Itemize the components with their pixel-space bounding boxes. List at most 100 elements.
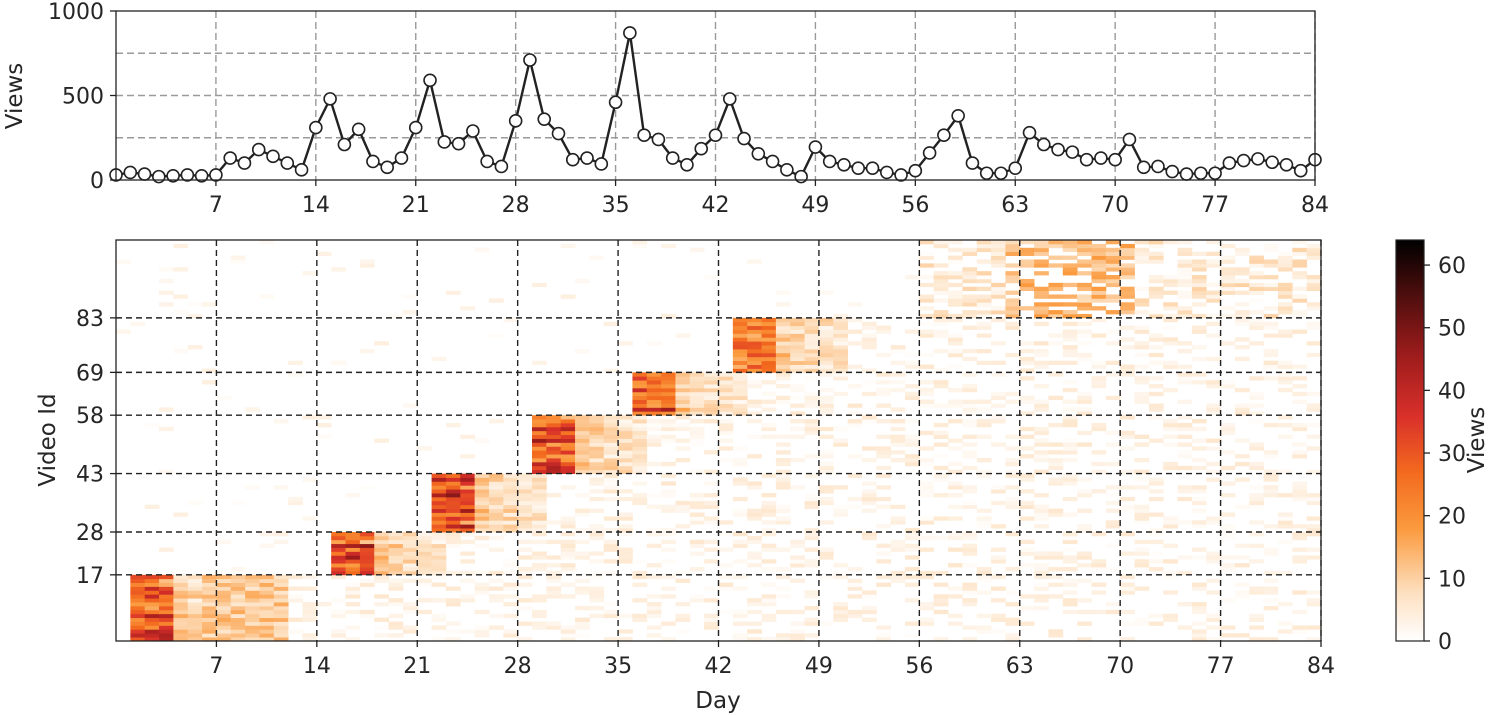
heat-cell: [1220, 282, 1236, 288]
heat-cell: [1306, 255, 1322, 260]
heat-cell: [1234, 454, 1250, 459]
heat-cell: [632, 570, 648, 576]
heat-cell: [861, 496, 877, 502]
heat-cell: [632, 395, 648, 401]
heat-cell: [1177, 310, 1193, 315]
heat-cell: [546, 446, 562, 451]
heat-cell: [675, 613, 691, 619]
heat-cell: [603, 547, 619, 552]
heat-cell: [933, 493, 949, 498]
heat-cell: [1249, 496, 1265, 502]
heat-cell: [1206, 559, 1221, 564]
heat-cell: [517, 621, 533, 626]
heat-cell: [775, 434, 791, 439]
heat-cell: [962, 543, 978, 548]
heat-cell: [245, 578, 260, 583]
views-point-61: [979, 166, 994, 181]
heat-cell: [1134, 516, 1150, 521]
heat-cell: [1277, 282, 1293, 288]
heat-cell: [962, 582, 978, 587]
heat-cell: [1191, 290, 1207, 295]
heat-cell: [689, 520, 705, 525]
heat-cell: [517, 508, 533, 513]
heat-cell: [646, 594, 662, 599]
heat-cell: [1148, 496, 1164, 502]
heat-cell: [646, 531, 662, 537]
heat-cell: [761, 520, 777, 525]
heat-cell: [646, 407, 662, 412]
heat-cell: [948, 403, 963, 408]
heat-cell: [374, 578, 389, 583]
heat-cell: [488, 504, 504, 510]
heat-cell: [1077, 333, 1092, 338]
heat-cell: [589, 605, 605, 611]
heat-cell: [618, 415, 633, 420]
heat-cell: [861, 458, 877, 463]
heat-cell: [460, 493, 476, 498]
heat-cell: [1177, 372, 1193, 377]
heat-cell: [1005, 306, 1021, 311]
heat-cell: [1163, 240, 1178, 245]
heat-cell: [187, 578, 203, 583]
heat-cell: [1148, 313, 1164, 319]
heat-cell: [646, 574, 662, 580]
heat-cell: [431, 570, 447, 576]
heat-cell: [159, 605, 174, 611]
heat-cell: [589, 535, 605, 541]
heat-cell: [159, 586, 174, 591]
heat-cell: [689, 500, 705, 506]
heat-cell: [933, 465, 949, 471]
heat-cell: [474, 543, 490, 548]
heat-cell: [388, 570, 404, 576]
heat-cell: [876, 446, 892, 451]
heat-cell: [230, 609, 246, 615]
heat-cell: [532, 473, 547, 478]
views-point-71: [1122, 132, 1137, 147]
heat-cell: [331, 543, 346, 548]
heat-cell: [1163, 341, 1178, 346]
heat-cell: [991, 263, 1006, 268]
heat-cell: [1220, 555, 1236, 560]
heat-cell: [704, 384, 719, 389]
heat-cell: [560, 520, 576, 525]
heat-cell: [130, 605, 146, 611]
heat-cell: [1220, 275, 1236, 280]
heat-cell: [144, 586, 160, 591]
heat-cell: [1220, 633, 1236, 638]
heat-cell: [933, 282, 949, 288]
views-point-6: [194, 168, 209, 183]
heat-cell: [1306, 302, 1322, 307]
heat-cell: [1091, 286, 1107, 292]
heat-cell: [359, 485, 375, 490]
heat-cell: [661, 380, 676, 385]
heat-cell: [173, 243, 189, 249]
heat-cell: [431, 520, 447, 525]
heat-cell: [732, 360, 748, 365]
heat-cell: [675, 333, 691, 338]
heat-cell: [1019, 473, 1035, 478]
heat-cell: [1105, 442, 1121, 447]
heat-cell: [732, 531, 748, 537]
heat-cell: [1191, 633, 1207, 638]
heat-cell: [589, 508, 605, 513]
heat-cell: [1277, 434, 1293, 439]
heat-cell: [991, 489, 1006, 494]
heat-cell: [1062, 419, 1078, 424]
heat-cell: [1148, 333, 1164, 338]
heat-cell: [747, 621, 762, 626]
views-point-76: [1194, 166, 1208, 181]
heat-cell: [675, 438, 691, 443]
heat-cell: [747, 516, 762, 521]
heat-cell: [976, 360, 992, 365]
heat-cell: [661, 461, 676, 467]
heat-cell: [646, 493, 662, 498]
heat-cell: [948, 438, 963, 443]
heat-cell: [359, 613, 375, 619]
heat-cell: [919, 621, 935, 626]
heat-cell: [804, 349, 820, 354]
heat-cell: [962, 302, 978, 307]
heat-cell: [1134, 399, 1150, 404]
heat-cell: [259, 602, 275, 607]
heat-cell: [1019, 594, 1035, 599]
heat-cell: [589, 528, 605, 533]
